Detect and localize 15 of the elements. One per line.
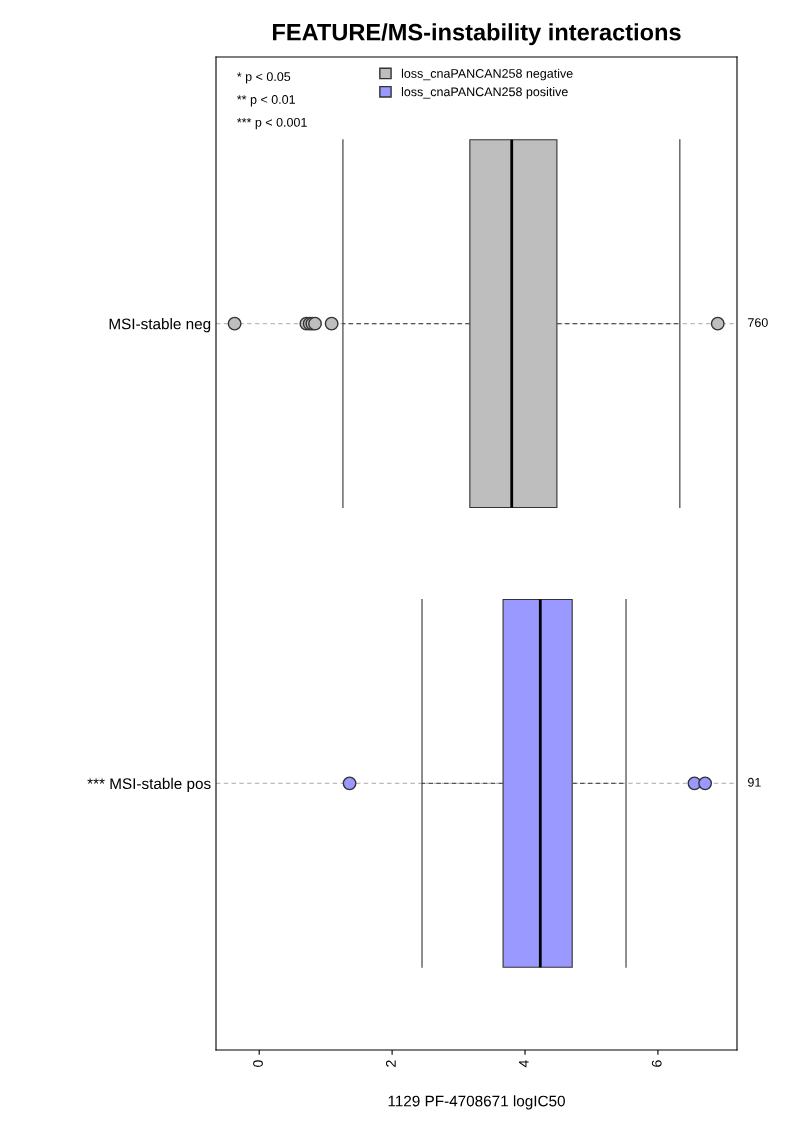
x-tick-label: 6 [651,1060,662,1067]
text: 760 [748,318,768,327]
x-tick-label: 2 [386,1060,396,1067]
annotation: *** p < 0.001 [237,117,307,130]
y-tick-label: MSI-stable neg [109,318,211,333]
x-tick-label: 4 [519,1060,529,1068]
chart-title: FEATURE/MS-instability interactions [273,23,681,46]
annotation: * p < 0.05 [237,72,291,84]
legend-label: loss_cnaPANCAN258 positive [401,87,568,99]
text: 91 [748,777,761,787]
y-tick-label: *** MSI-stable pos [87,777,211,793]
x-tick-label: 0 [253,1060,263,1067]
legend-label: loss_cnaPANCAN258 negative [401,68,573,81]
x-axis-title: 1129 PF-4708671 logIC50 [388,1095,565,1110]
annotation: ** p < 0.01 [237,95,295,107]
